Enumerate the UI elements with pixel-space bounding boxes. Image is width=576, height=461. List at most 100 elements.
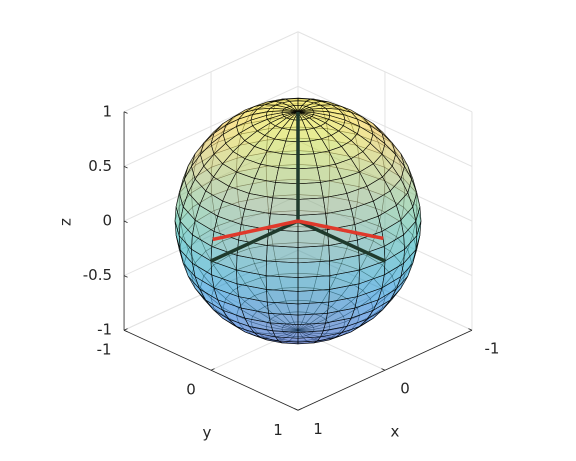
sphere-face <box>283 329 299 335</box>
sphere-face <box>274 334 291 340</box>
sphere-face <box>341 248 368 271</box>
sphere-face <box>236 263 261 284</box>
sphere-face <box>325 310 344 324</box>
sphere-face <box>191 166 213 194</box>
sphere-face <box>297 329 313 335</box>
sphere-face <box>330 295 352 312</box>
z-tick-label: 1 <box>103 102 113 120</box>
y-tick <box>210 368 215 371</box>
sphere-face <box>341 282 364 302</box>
sphere-face <box>250 315 268 327</box>
sphere-face <box>329 165 360 188</box>
z-tick <box>123 111 128 114</box>
sphere-face <box>372 264 393 289</box>
sphere-face <box>297 153 318 170</box>
sphere-face <box>269 315 288 326</box>
sphere-face <box>253 290 275 307</box>
grid-line <box>123 195 299 277</box>
sphere-face <box>281 329 299 334</box>
sphere-face <box>331 329 352 338</box>
vector <box>297 219 384 241</box>
sphere-face <box>211 186 239 212</box>
sphere-face <box>213 201 242 227</box>
y-tick <box>123 328 128 331</box>
vector <box>212 219 299 242</box>
sphere-face <box>297 275 331 292</box>
sphere-face <box>289 329 299 337</box>
sphere-face <box>305 313 322 325</box>
sphere-face <box>273 300 291 315</box>
sphere-face <box>308 332 327 338</box>
y-tick-label: -1 <box>97 341 112 359</box>
sphere-face <box>265 260 299 278</box>
sphere-face <box>281 327 299 331</box>
z-tick-label: -0.5 <box>83 266 112 284</box>
sphere-face <box>281 328 299 332</box>
z-tick <box>123 220 128 223</box>
grid-line <box>297 31 473 113</box>
sphere-face <box>266 287 287 304</box>
sphere-face <box>265 322 283 330</box>
sphere-face <box>191 180 213 208</box>
sphere-face <box>328 277 352 296</box>
sphere-face <box>272 182 299 200</box>
sphere-face <box>357 186 385 212</box>
sphere-face <box>179 206 196 236</box>
sphere-face <box>250 321 268 331</box>
grid-line <box>297 85 473 167</box>
sphere-face <box>403 191 418 222</box>
x-tick-label: 0 <box>400 380 410 398</box>
sphere-face <box>297 289 330 305</box>
sphere-face <box>191 262 205 289</box>
grid-line <box>123 31 299 113</box>
x-tick <box>381 368 386 371</box>
sphere-face <box>328 315 346 327</box>
sphere-face <box>329 152 360 173</box>
sphere-face <box>301 311 315 324</box>
sphere-face <box>236 139 268 159</box>
sphere-face <box>297 260 331 278</box>
grid-line <box>123 85 299 167</box>
sphere-face <box>281 311 295 324</box>
sphere-face <box>281 335 295 341</box>
sphere-face <box>350 269 374 291</box>
sphere-face <box>297 197 326 216</box>
y-tick <box>297 408 302 411</box>
sphere-face <box>381 195 404 223</box>
sphere-face <box>236 165 267 188</box>
z-tick <box>123 166 128 169</box>
x-tick-label: 1 <box>313 420 323 438</box>
grid-line <box>297 249 473 331</box>
sphere-face <box>269 332 288 338</box>
sphere-face <box>251 327 272 335</box>
sphere-face <box>396 221 414 250</box>
sphere-face <box>232 282 255 302</box>
x-tick <box>468 328 473 331</box>
sphere-face <box>400 248 412 277</box>
sphere-face <box>178 177 193 208</box>
z-axis-label: z <box>57 218 75 226</box>
sphere-face <box>297 329 311 336</box>
sphere-face <box>328 180 360 203</box>
sphere-face <box>252 310 271 324</box>
sphere-face <box>265 275 299 292</box>
sphere-face <box>313 322 331 330</box>
sphere-face <box>192 195 215 223</box>
sphere-face <box>297 328 315 332</box>
sphere-face <box>369 287 386 309</box>
sphere-face <box>313 302 332 317</box>
sphere-face <box>210 287 227 309</box>
sphere-face <box>182 221 200 250</box>
x-tick-label: -1 <box>484 340 499 358</box>
sphere-face <box>354 133 383 155</box>
sphere-face <box>325 118 356 135</box>
sphere-face <box>278 153 299 170</box>
sphere-face <box>297 182 324 200</box>
z-tick <box>123 275 128 278</box>
sphere-face <box>389 236 409 264</box>
sphere-face <box>297 323 313 331</box>
sphere-face <box>297 325 315 331</box>
sphere-face <box>184 248 196 277</box>
